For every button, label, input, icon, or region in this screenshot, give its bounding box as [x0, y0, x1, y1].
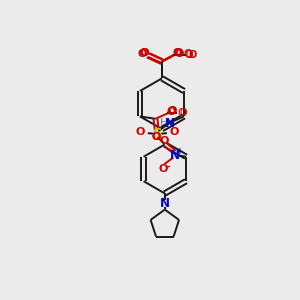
Text: +: +: [176, 147, 184, 156]
Text: O: O: [178, 108, 186, 118]
Text: O: O: [180, 108, 188, 118]
Text: O: O: [184, 50, 192, 60]
Text: N: N: [160, 196, 170, 209]
Text: O: O: [186, 50, 193, 60]
Text: O: O: [136, 127, 145, 137]
Text: N: N: [165, 117, 175, 130]
Text: O: O: [173, 48, 182, 58]
Text: O: O: [167, 106, 177, 116]
Text: O: O: [184, 50, 192, 59]
Text: O: O: [167, 106, 176, 117]
Text: -: -: [166, 162, 170, 172]
Text: N: N: [170, 149, 180, 162]
Text: O: O: [151, 132, 160, 142]
Text: O: O: [137, 49, 147, 59]
Text: O: O: [169, 127, 179, 137]
Text: O: O: [189, 50, 197, 60]
Text: O: O: [174, 49, 184, 59]
Text: O: O: [139, 48, 149, 58]
Text: O: O: [158, 164, 168, 174]
Text: O: O: [151, 132, 160, 142]
Text: O: O: [160, 136, 169, 146]
Text: H: H: [160, 118, 169, 128]
Text: O: O: [139, 48, 148, 58]
Text: S: S: [152, 127, 162, 140]
Text: O: O: [173, 48, 182, 58]
